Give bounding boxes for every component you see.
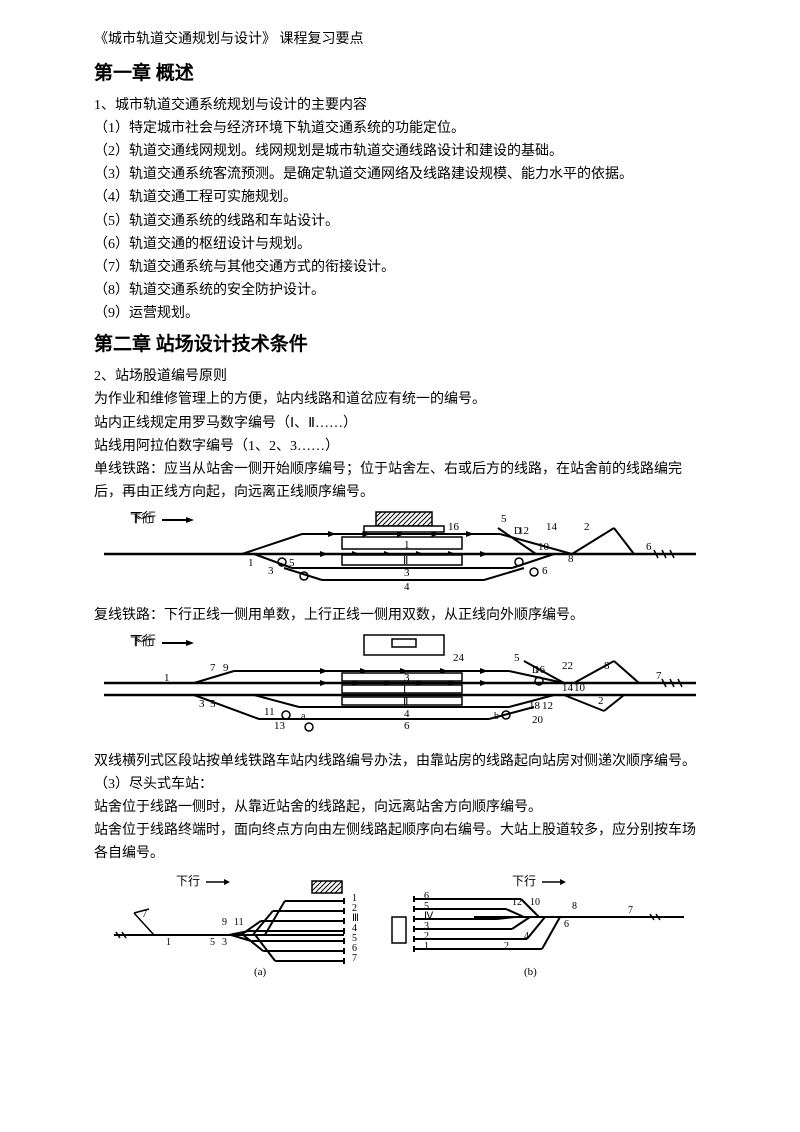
ch1-item: （2）轨道交通线网规划。线网规划是城市轨道交通线路设计和建设的基础。: [94, 140, 706, 163]
svg-text:13: 13: [274, 720, 286, 732]
ch2-p9: 站舍位于线路一侧时，从靠近站舍的线路起，向远离站舍方向顺序编号。: [94, 796, 706, 819]
svg-text:2: 2: [584, 521, 590, 533]
svg-text:4: 4: [404, 708, 410, 720]
svg-text:9: 9: [223, 662, 229, 674]
ch2-p5: 单线铁路：应当从站舍一侧开始顺序编号；位于站舍左、右或后方的线路，在站舍前的线路…: [94, 458, 706, 504]
svg-text:18: 18: [529, 700, 541, 712]
svg-text:5: 5: [514, 652, 520, 664]
svg-text:10: 10: [538, 541, 550, 553]
svg-text:2: 2: [598, 695, 604, 707]
doc-title: 《城市轨道交通规划与设计》 课程复习要点: [94, 28, 706, 52]
svg-text:11: 11: [234, 917, 244, 928]
ch2-p7: 双线横列式区段站按单线铁路车站内线路编号办法，由靠站房的线路起向站房对侧递次顺序…: [94, 750, 706, 773]
svg-text:下行: 下行: [176, 874, 200, 888]
svg-text:6: 6: [564, 919, 569, 930]
svg-text:9: 9: [222, 917, 227, 928]
svg-text:8: 8: [604, 660, 610, 672]
svg-text:4: 4: [404, 581, 410, 593]
svg-text:7: 7: [210, 662, 216, 674]
svg-text:5: 5: [289, 557, 295, 569]
svg-text:22: 22: [562, 660, 573, 672]
svg-text:7: 7: [142, 909, 147, 920]
ch1-intro: 1、城市轨道交通系统规划与设计的主要内容: [94, 94, 706, 117]
svg-text:3: 3: [222, 937, 227, 948]
svg-text:14: 14: [546, 521, 558, 533]
svg-text:7: 7: [352, 953, 357, 964]
ch2-p1: 2、站场股道编号原则: [94, 365, 706, 388]
ch1-item: （7）轨道交通系统与其他交通方式的衔接设计。: [94, 256, 706, 279]
svg-text:(a): (a): [254, 966, 267, 978]
svg-text:10: 10: [574, 682, 586, 694]
svg-text:1: 1: [248, 557, 254, 569]
ch1-item: （8）轨道交通系统的安全防护设计。: [94, 279, 706, 302]
svg-text:5: 5: [501, 513, 507, 525]
svg-text:12: 12: [512, 897, 522, 908]
svg-text:1: 1: [404, 539, 410, 551]
svg-text:10: 10: [530, 897, 540, 908]
svg-text:Ⅰ: Ⅰ: [403, 684, 406, 696]
ch1-item: （4）轨道交通工程可实施规划。: [94, 186, 706, 209]
chapter2-title: 第二章 站场设计技术条件: [94, 329, 706, 361]
svg-text:8: 8: [568, 553, 574, 565]
ch2-p10: 站舍位于线路终端时，面向终点方向由左侧线路起顺序向右编号。大站上股道较多，应分别…: [94, 819, 706, 865]
svg-text:24: 24: [453, 652, 465, 664]
svg-text:20: 20: [532, 714, 544, 726]
svg-text:6: 6: [542, 565, 548, 577]
svg-text:5: 5: [210, 698, 216, 710]
ch1-item: （6）轨道交通的枢纽设计与规划。: [94, 233, 706, 256]
svg-text:16: 16: [534, 664, 546, 676]
ch2-p6: 复线铁路：下行正线一侧用单数，上行正线一侧用双数，从正线向外顺序编号。: [94, 604, 706, 627]
ch1-item: （5）轨道交通系统的线路和车站设计。: [94, 210, 706, 233]
svg-text:7: 7: [628, 905, 633, 916]
svg-text:下行: 下行: [130, 512, 152, 525]
svg-text:3: 3: [199, 698, 205, 710]
svg-text:下行: 下行: [512, 874, 536, 888]
figure-terminal-station: 下行191153712Ⅲ4567(a)下行65Ⅳ321121087642(b): [94, 869, 706, 979]
svg-text:3: 3: [404, 672, 410, 684]
svg-text:3: 3: [404, 567, 410, 579]
svg-text:Ⅱ: Ⅱ: [403, 555, 408, 567]
ch2-p2: 为作业和维修管理上的方便，站内线路和道岔应有统一的编号。: [94, 388, 706, 411]
svg-text:14: 14: [562, 682, 574, 694]
svg-text:2: 2: [504, 941, 509, 952]
svg-text:16: 16: [448, 521, 460, 533]
ch2-p3: 站内正线规定用罗马数字编号（Ⅰ、Ⅱ……）: [94, 412, 706, 435]
svg-text:7: 7: [656, 670, 662, 682]
svg-text:6: 6: [404, 720, 410, 732]
svg-text:12: 12: [542, 700, 553, 712]
svg-text:(b): (b): [524, 966, 537, 978]
svg-text:5: 5: [210, 937, 215, 948]
figure-single-track: 下行D下行1Ⅱ341651214102686135: [94, 508, 706, 600]
svg-text:12: 12: [518, 525, 529, 537]
svg-text:下行: 下行: [130, 635, 152, 648]
ch2-p4: 站线用阿拉伯数字编号（1、2、3……）: [94, 435, 706, 458]
chapter1-title: 第一章 概述: [94, 58, 706, 90]
ch1-item: （3）轨道交通系统客流预测。是确定轨道交通网络及线路建设规模、能力水平的依据。: [94, 163, 706, 186]
svg-text:1: 1: [164, 672, 170, 684]
svg-text:6: 6: [646, 541, 652, 553]
ch1-item: （9）运营规划。: [94, 302, 706, 325]
ch1-item: （1）特定城市社会与经济环境下轨道交通系统的功能定位。: [94, 117, 706, 140]
svg-text:3: 3: [268, 565, 274, 577]
svg-text:11: 11: [264, 706, 275, 718]
figure-double-track: 下行abD下行3ⅠⅡ461793511132451622871410218122…: [94, 631, 706, 746]
svg-text:1: 1: [424, 941, 429, 952]
svg-text:a: a: [301, 711, 306, 722]
svg-text:8: 8: [572, 901, 577, 912]
ch2-p8: （3）尽头式车站：: [94, 773, 706, 796]
svg-text:4: 4: [524, 931, 529, 942]
svg-text:Ⅱ: Ⅱ: [403, 696, 408, 708]
svg-text:1: 1: [166, 937, 171, 948]
svg-text:b: b: [494, 711, 499, 722]
